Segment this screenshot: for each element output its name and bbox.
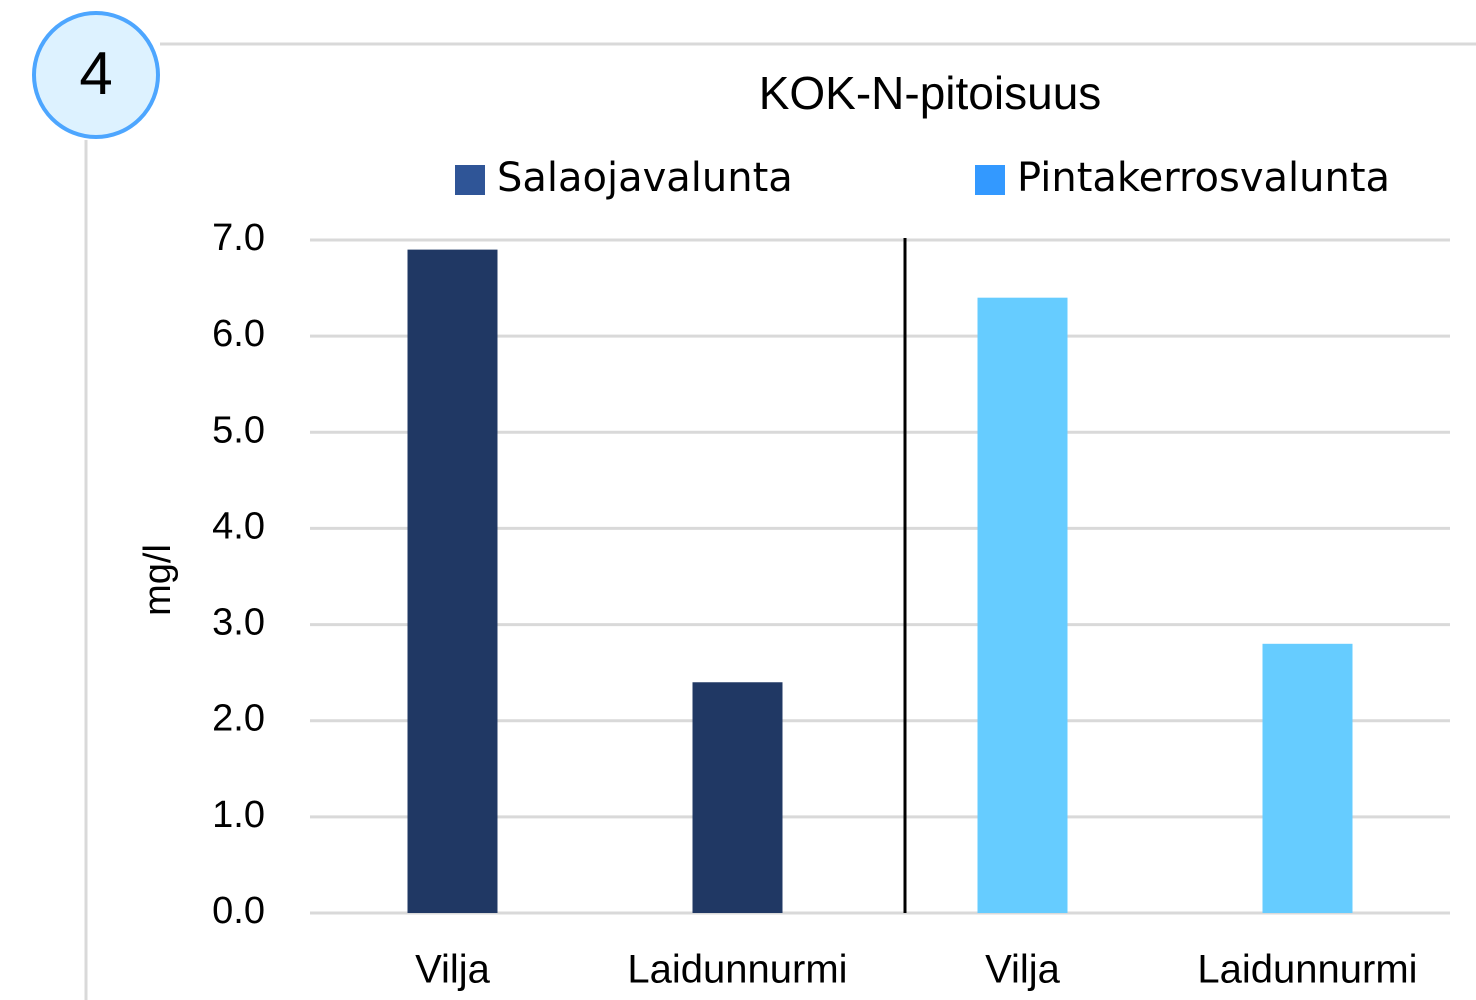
- y-axis-label: mg/l: [137, 544, 179, 616]
- legend-label: Pintakerrosvalunta: [1017, 155, 1390, 201]
- legend-swatch: [975, 165, 1005, 195]
- bar: [977, 297, 1068, 914]
- y-tick-label: 5.0: [212, 409, 265, 451]
- y-tick-label: 2.0: [212, 698, 265, 740]
- chart-title: KOK-N-pitoisuus: [759, 67, 1102, 119]
- y-tick-label: 0.0: [212, 890, 265, 932]
- x-tick-label: Vilja: [985, 948, 1061, 992]
- bar: [692, 682, 783, 913]
- badge: [32, 11, 160, 139]
- x-tick-label: Laidunnurmi: [1197, 948, 1417, 992]
- y-tick-label: 7.0: [212, 217, 265, 259]
- y-tick-label: 3.0: [212, 602, 265, 644]
- bar: [407, 249, 498, 914]
- y-tick-label: 6.0: [212, 313, 265, 355]
- y-tick-label: 4.0: [212, 505, 265, 547]
- badge-text: 4: [79, 40, 112, 107]
- x-tick-label: Vilja: [415, 948, 491, 992]
- legend-swatch: [455, 165, 485, 195]
- y-tick-label: 1.0: [212, 794, 265, 836]
- bar: [1262, 643, 1353, 913]
- x-tick-label: Laidunnurmi: [627, 948, 847, 992]
- legend-label: Salaojavalunta: [497, 155, 793, 201]
